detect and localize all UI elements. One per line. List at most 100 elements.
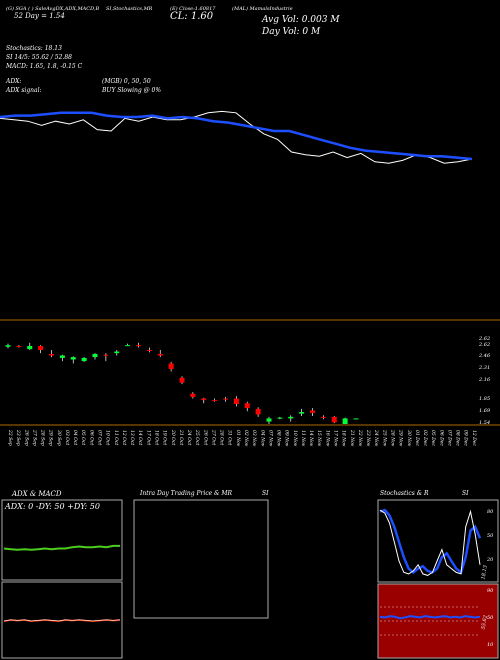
adx-panel xyxy=(1,499,123,581)
date-label: 30 Sep xyxy=(56,430,62,446)
si-readout: SI 14/5: 55.62 / 52.88 xyxy=(6,54,72,61)
date-label: 23 Nov xyxy=(365,429,371,447)
date-label: 02 Nov xyxy=(243,430,249,447)
price-candle xyxy=(5,345,11,347)
date-label: 13 Oct xyxy=(129,430,135,445)
date-label: 28 Sep xyxy=(40,429,46,446)
intraday-panel-title: Intra Day Trading Price & MR xyxy=(140,490,233,497)
header-low: 52 Day = 1.54 xyxy=(14,12,65,20)
intraday-panel xyxy=(133,499,269,619)
price-candle xyxy=(136,345,141,347)
price-tick: 2.16 xyxy=(479,377,491,383)
adx-line xyxy=(3,544,120,551)
date-label: 29 Nov xyxy=(398,429,404,447)
date-label: 27 Sep xyxy=(31,429,37,446)
date-label: 11 Oct xyxy=(113,430,119,445)
adx-mgb-readout: (MGB) 0, 50, 50 xyxy=(102,78,151,85)
stoch-panel-title: Stochastics & R xyxy=(380,490,429,497)
date-label: 11 Nov xyxy=(300,430,306,447)
date-label: 07 Dec xyxy=(446,430,452,446)
stoch-readout: Stochastics: 18.13 xyxy=(6,45,62,52)
date-label: 01 Dec xyxy=(414,430,420,446)
adx-readout: ADX: xyxy=(6,78,22,85)
date-label: 03 Oct xyxy=(64,430,70,445)
price-candle xyxy=(179,377,185,383)
price-candle xyxy=(331,416,337,423)
date-label: 17 Oct xyxy=(145,430,151,445)
header-title-3: (E) Close:1.60817 xyxy=(170,6,216,12)
date-label: 22 Nov xyxy=(357,429,363,447)
price-tick: 1.85 xyxy=(479,396,491,402)
price-candle xyxy=(320,416,326,418)
price-candle xyxy=(299,412,305,414)
price-candle xyxy=(27,345,33,350)
date-label: 31 Oct xyxy=(227,430,233,445)
buy-signal-readout: BUY Slowing @ 0% xyxy=(102,87,162,94)
date-label: 01 Nov xyxy=(235,430,241,447)
macd-signal-line xyxy=(3,619,121,622)
momentum-area xyxy=(0,110,473,164)
price-tick: 1.69 xyxy=(479,408,491,414)
date-label: 07 Nov xyxy=(267,430,273,447)
price-tick-top: 2.62 xyxy=(479,336,491,342)
price-area xyxy=(5,342,359,424)
date-label: 28 Nov xyxy=(389,429,395,447)
price-candle xyxy=(223,398,228,400)
date-label: 18 Nov xyxy=(341,430,347,447)
date-label: 12 Dec xyxy=(471,430,477,446)
date-label: 26 Oct xyxy=(202,429,208,445)
price-candle xyxy=(38,345,44,350)
price-candle xyxy=(59,355,65,358)
stoch-panel xyxy=(377,499,499,583)
date-label: 14 Oct xyxy=(137,430,143,445)
date-label: 16 Nov xyxy=(324,430,330,447)
si-tick: 50 xyxy=(487,615,494,621)
si-line xyxy=(379,615,481,620)
header-title-2: SI,Stochastics,MR xyxy=(106,6,153,12)
price-tick: 2.62 xyxy=(479,342,491,348)
price-candle xyxy=(310,410,315,413)
price-candle xyxy=(103,354,109,356)
stoch-panel-si: SI xyxy=(462,490,469,497)
date-axis: 22 Sep 23 Sep 26 Sep 27 Sep 28 Sep 29 Sep 30 S… xyxy=(7,429,477,447)
price-candle xyxy=(288,416,294,419)
price-candle xyxy=(146,349,152,351)
date-label: 23 Sep xyxy=(15,429,21,446)
date-label: 05 Oct xyxy=(80,430,86,445)
date-label: 27 Oct xyxy=(210,429,216,445)
date-label: 08 Dec xyxy=(455,430,461,446)
stoch-slow-line xyxy=(379,508,482,575)
price-candle xyxy=(255,408,261,415)
price-candle xyxy=(70,357,76,360)
price-candle xyxy=(233,398,239,405)
header-close: CL: 1.60 xyxy=(170,11,214,22)
stoch-fast-line xyxy=(379,509,481,576)
date-label: 19 Oct xyxy=(162,430,168,445)
date-label: 06 Oct xyxy=(88,430,94,445)
price-candle xyxy=(92,353,98,358)
date-label: 02 Dec xyxy=(422,430,428,446)
date-label: 20 Oct xyxy=(170,429,176,445)
panel-series xyxy=(3,508,482,636)
date-label: 17 Nov xyxy=(333,430,339,447)
intraday-panel-si: SI xyxy=(262,490,269,497)
date-label: 21 Nov xyxy=(349,429,355,447)
header-title-4: (MAL) MamalsIndustrie xyxy=(232,6,293,12)
avg-volume: Avg Vol: 0.003 M xyxy=(262,15,340,25)
moving-average-line xyxy=(0,111,473,161)
day-volume: Day Vol: 0 M xyxy=(262,27,321,37)
date-label: 15 Nov xyxy=(316,430,322,447)
date-label: 25 Nov xyxy=(381,429,387,447)
date-label: 30 Nov xyxy=(406,430,412,447)
price-candle xyxy=(212,400,218,402)
date-label: 28 Oct xyxy=(219,429,225,445)
si-tick: 90 xyxy=(487,588,494,594)
price-candle xyxy=(201,398,207,401)
date-label: 06 Dec xyxy=(438,430,444,446)
date-label: 08 Nov xyxy=(276,430,282,447)
price-candle xyxy=(266,418,272,422)
momentum-line xyxy=(0,110,473,164)
price-candle xyxy=(353,418,359,420)
date-label: 07 Oct xyxy=(97,430,103,445)
price-candle xyxy=(114,351,120,354)
